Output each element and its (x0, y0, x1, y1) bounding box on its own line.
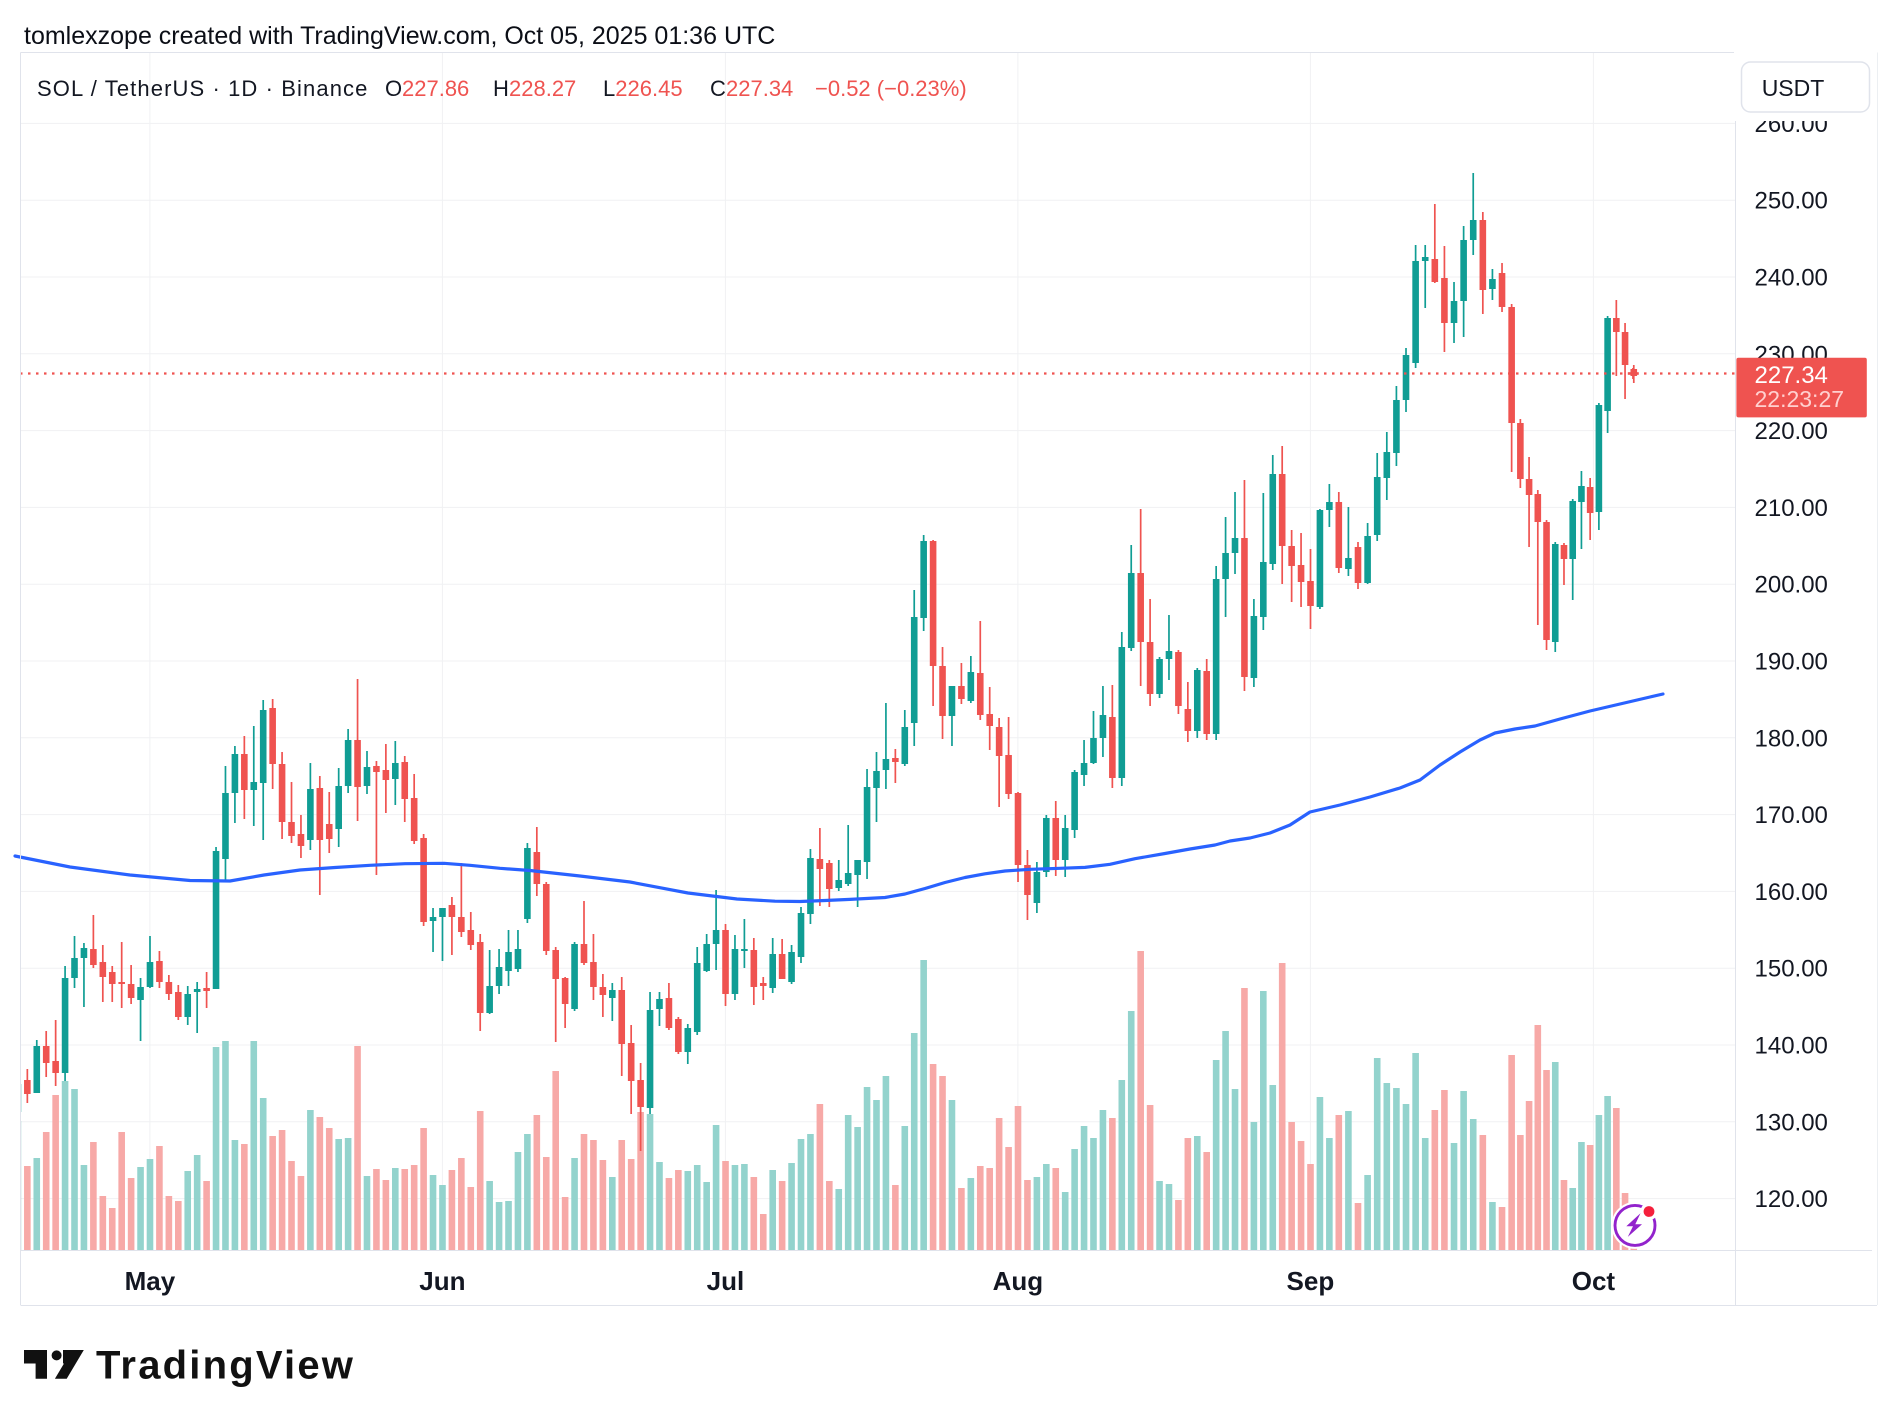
svg-text:240.00: 240.00 (1755, 265, 1828, 292)
svg-text:O: O (385, 76, 402, 101)
svg-text:227.34: 227.34 (726, 76, 793, 101)
svg-text:250.00: 250.00 (1755, 188, 1828, 215)
svg-text:USDT: USDT (1762, 75, 1825, 101)
svg-text:Sep: Sep (1287, 1266, 1335, 1296)
svg-text:SOL / TetherUS · 1D · Binance: SOL / TetherUS · 1D · Binance (37, 76, 368, 101)
svg-text:190.00: 190.00 (1755, 649, 1828, 676)
svg-text:H: H (493, 76, 509, 101)
svg-text:−0.52 (−0.23%): −0.52 (−0.23%) (815, 76, 967, 101)
svg-text:22:23:27: 22:23:27 (1755, 386, 1845, 412)
svg-text:150.00: 150.00 (1755, 956, 1828, 983)
svg-text:L: L (603, 76, 615, 101)
svg-text:180.00: 180.00 (1755, 725, 1828, 752)
svg-text:130.00: 130.00 (1755, 1109, 1828, 1136)
svg-text:227.34: 227.34 (1755, 362, 1828, 389)
svg-text:May: May (125, 1266, 176, 1296)
svg-text:226.45: 226.45 (615, 76, 682, 101)
svg-text:140.00: 140.00 (1755, 1033, 1828, 1060)
svg-text:Oct: Oct (1572, 1266, 1616, 1296)
svg-text:210.00: 210.00 (1755, 495, 1828, 522)
svg-text:Jun: Jun (419, 1266, 465, 1296)
svg-text:Jul: Jul (707, 1266, 745, 1296)
svg-text:TradingView: TradingView (96, 1344, 355, 1388)
svg-text:tomlexzope created with Tradin: tomlexzope created with TradingView.com,… (24, 22, 775, 50)
svg-text:C: C (710, 76, 726, 101)
svg-text:220.00: 220.00 (1755, 418, 1828, 445)
svg-text:227.86: 227.86 (402, 76, 469, 101)
svg-text:228.27: 228.27 (509, 76, 576, 101)
svg-text:170.00: 170.00 (1755, 802, 1828, 829)
svg-text:120.00: 120.00 (1755, 1186, 1828, 1213)
svg-text:160.00: 160.00 (1755, 879, 1828, 906)
svg-text:200.00: 200.00 (1755, 572, 1828, 599)
svg-text:Aug: Aug (993, 1266, 1044, 1296)
